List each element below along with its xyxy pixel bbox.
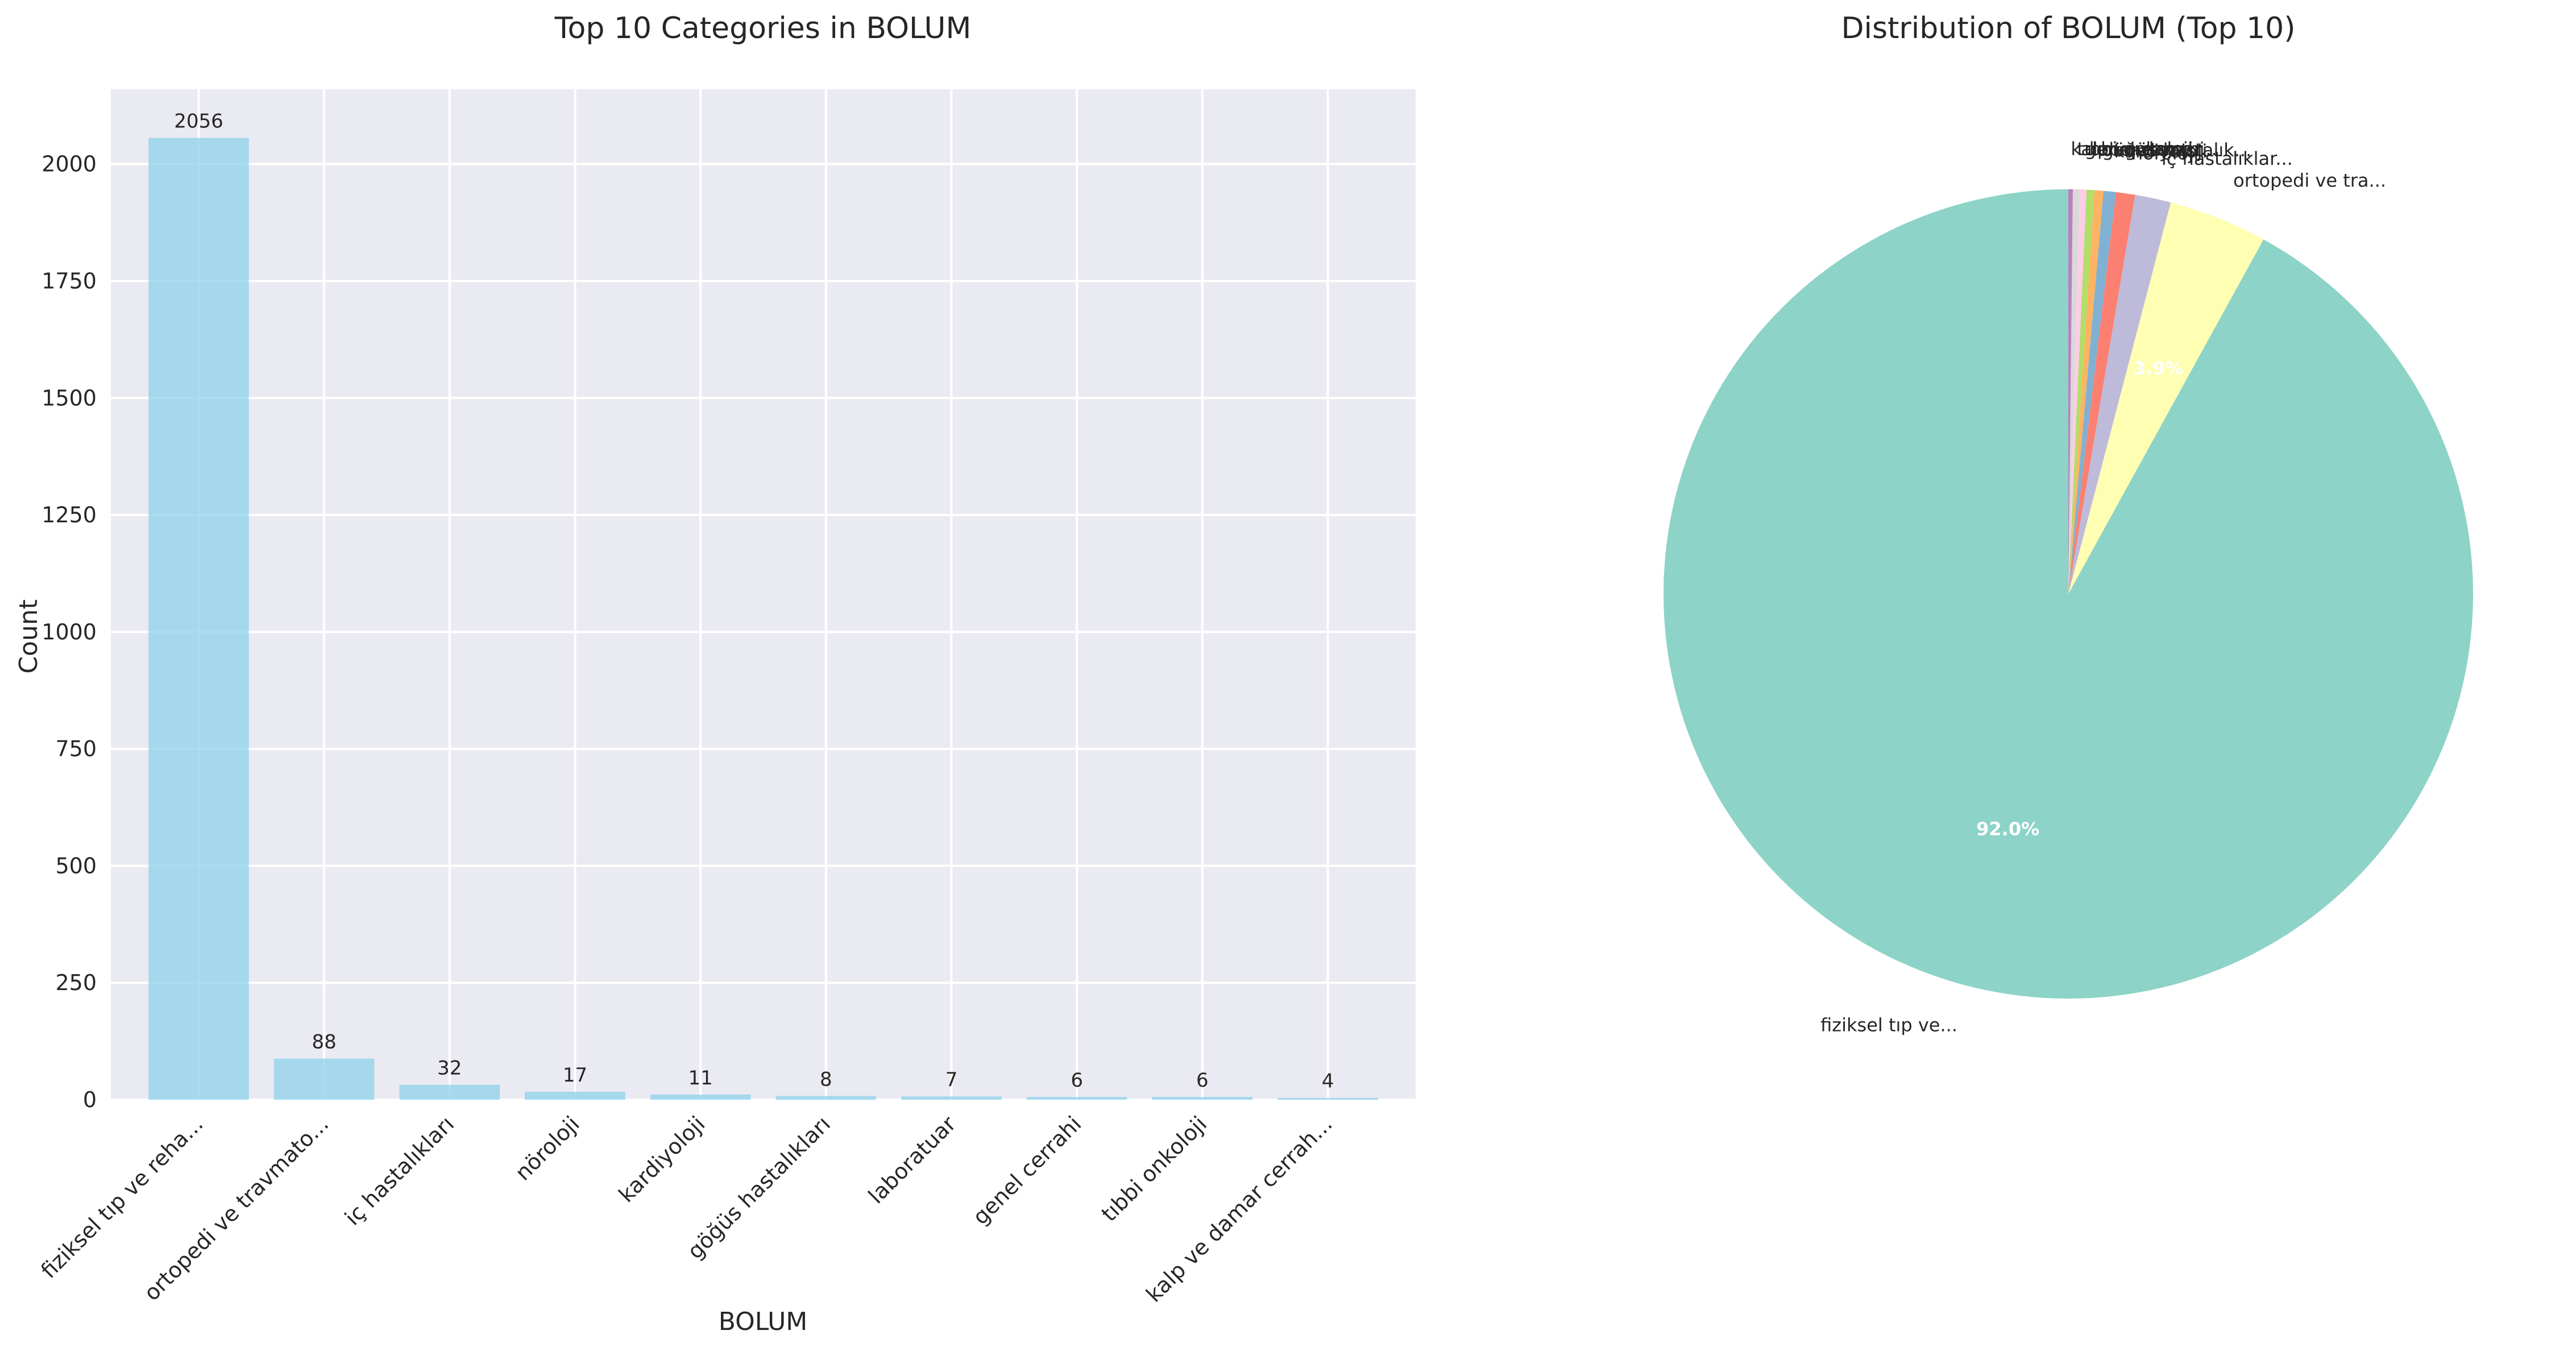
pie-slice-label: laboratuar: [2093, 139, 2188, 160]
bar: [1277, 1097, 1378, 1100]
bar-value-label: 88: [312, 1031, 337, 1054]
bar-y-tick-label: 250: [55, 970, 97, 995]
bar: [399, 1084, 500, 1100]
pie-slice-label: tıbbi onkoloji: [2077, 138, 2193, 160]
bar: [1152, 1097, 1253, 1100]
pie-slice: [2068, 194, 2171, 594]
bar-grid: [111, 89, 1416, 1101]
bar-plot-background: [111, 89, 1416, 1100]
pie-slice: [2068, 190, 2104, 594]
bar: [775, 1096, 877, 1100]
bar: [901, 1096, 1002, 1100]
pie-slice-label: ortopedi ve tra...: [2233, 170, 2386, 192]
pie-slice-label: göğüs hastalık...: [2102, 139, 2251, 161]
pie-percent-label: 92.0%: [1976, 818, 2039, 840]
pie-slice-label: fiziksel tıp ve...: [1820, 1015, 1957, 1036]
bar-y-tick-label: 1500: [42, 385, 97, 410]
bar-y-tick-label: 2000: [42, 152, 97, 177]
pie-percent-labels: 92.0% 3.9%: [1976, 357, 2184, 840]
pie-slice: [2068, 189, 2095, 594]
bar: [650, 1094, 751, 1100]
bar-value-label: 17: [563, 1064, 587, 1087]
pie-slice-label: kalp ve damar...: [2071, 138, 2217, 160]
bar-value-label: 2056: [174, 110, 223, 133]
bar-y-axis-label: Count: [14, 600, 43, 674]
pie-slice: [2068, 189, 2073, 594]
bar-y-tick-label: 1250: [42, 502, 97, 527]
pie-chart: fiziksel tıp ve... ortopedi ve tra...iç h…: [1664, 11, 2473, 1036]
bar-chart-title: Top 10 Categories in BOLUM: [554, 11, 972, 45]
pie-slice-label: kardiyoloji: [2114, 140, 2207, 162]
pie-slice-label: iç hastalıklar...: [2162, 148, 2293, 169]
bar-series: [148, 138, 1378, 1100]
bar-y-tick-label: 1750: [42, 268, 97, 293]
bar-value-label: 4: [1322, 1070, 1334, 1093]
pie-slice: [2068, 202, 2264, 594]
bar: [148, 138, 249, 1100]
bar-y-tick-label: 750: [55, 737, 97, 762]
pie-slice: [2068, 189, 2080, 594]
pie-labels: fiziksel tıp ve... ortopedi ve tra...iç h…: [1820, 138, 2386, 1036]
pie-slices: [1664, 189, 2473, 999]
bar-value-label: 6: [1196, 1069, 1209, 1092]
pie-slice: [2068, 189, 2087, 594]
pie-slice: [2068, 190, 2116, 594]
pie-percent-label: 3.9%: [2133, 357, 2184, 379]
bar: [1026, 1097, 1127, 1100]
pie-chart-title: Distribution of BOLUM (Top 10): [1841, 11, 2295, 45]
bar: [273, 1058, 375, 1100]
bar-y-tick-label: 500: [55, 853, 97, 878]
bar-value-label: 11: [688, 1067, 713, 1090]
bar-x-axis-label: BOLUM: [719, 1307, 808, 1336]
bar-value-label: 8: [820, 1068, 832, 1091]
bar-y-tick-label: 1000: [42, 620, 97, 645]
pie-slice-label: nöroloji: [2131, 143, 2198, 164]
bar: [525, 1092, 625, 1100]
pie-slice: [2068, 192, 2135, 594]
bar-value-label: 7: [945, 1069, 958, 1091]
bar-value-label: 32: [437, 1057, 462, 1080]
pie-slice-label: genel cerrahi: [2085, 138, 2205, 160]
bar-value-label: 6: [1071, 1069, 1083, 1092]
bar-value-labels: 2056 88 32 17 11 8 7 6 6 4: [174, 110, 1334, 1093]
bar-y-tick-label: 0: [83, 1087, 97, 1112]
bar-y-ticks: 0 250 500 750 1000 1250 1500 1750 2000: [42, 152, 97, 1112]
